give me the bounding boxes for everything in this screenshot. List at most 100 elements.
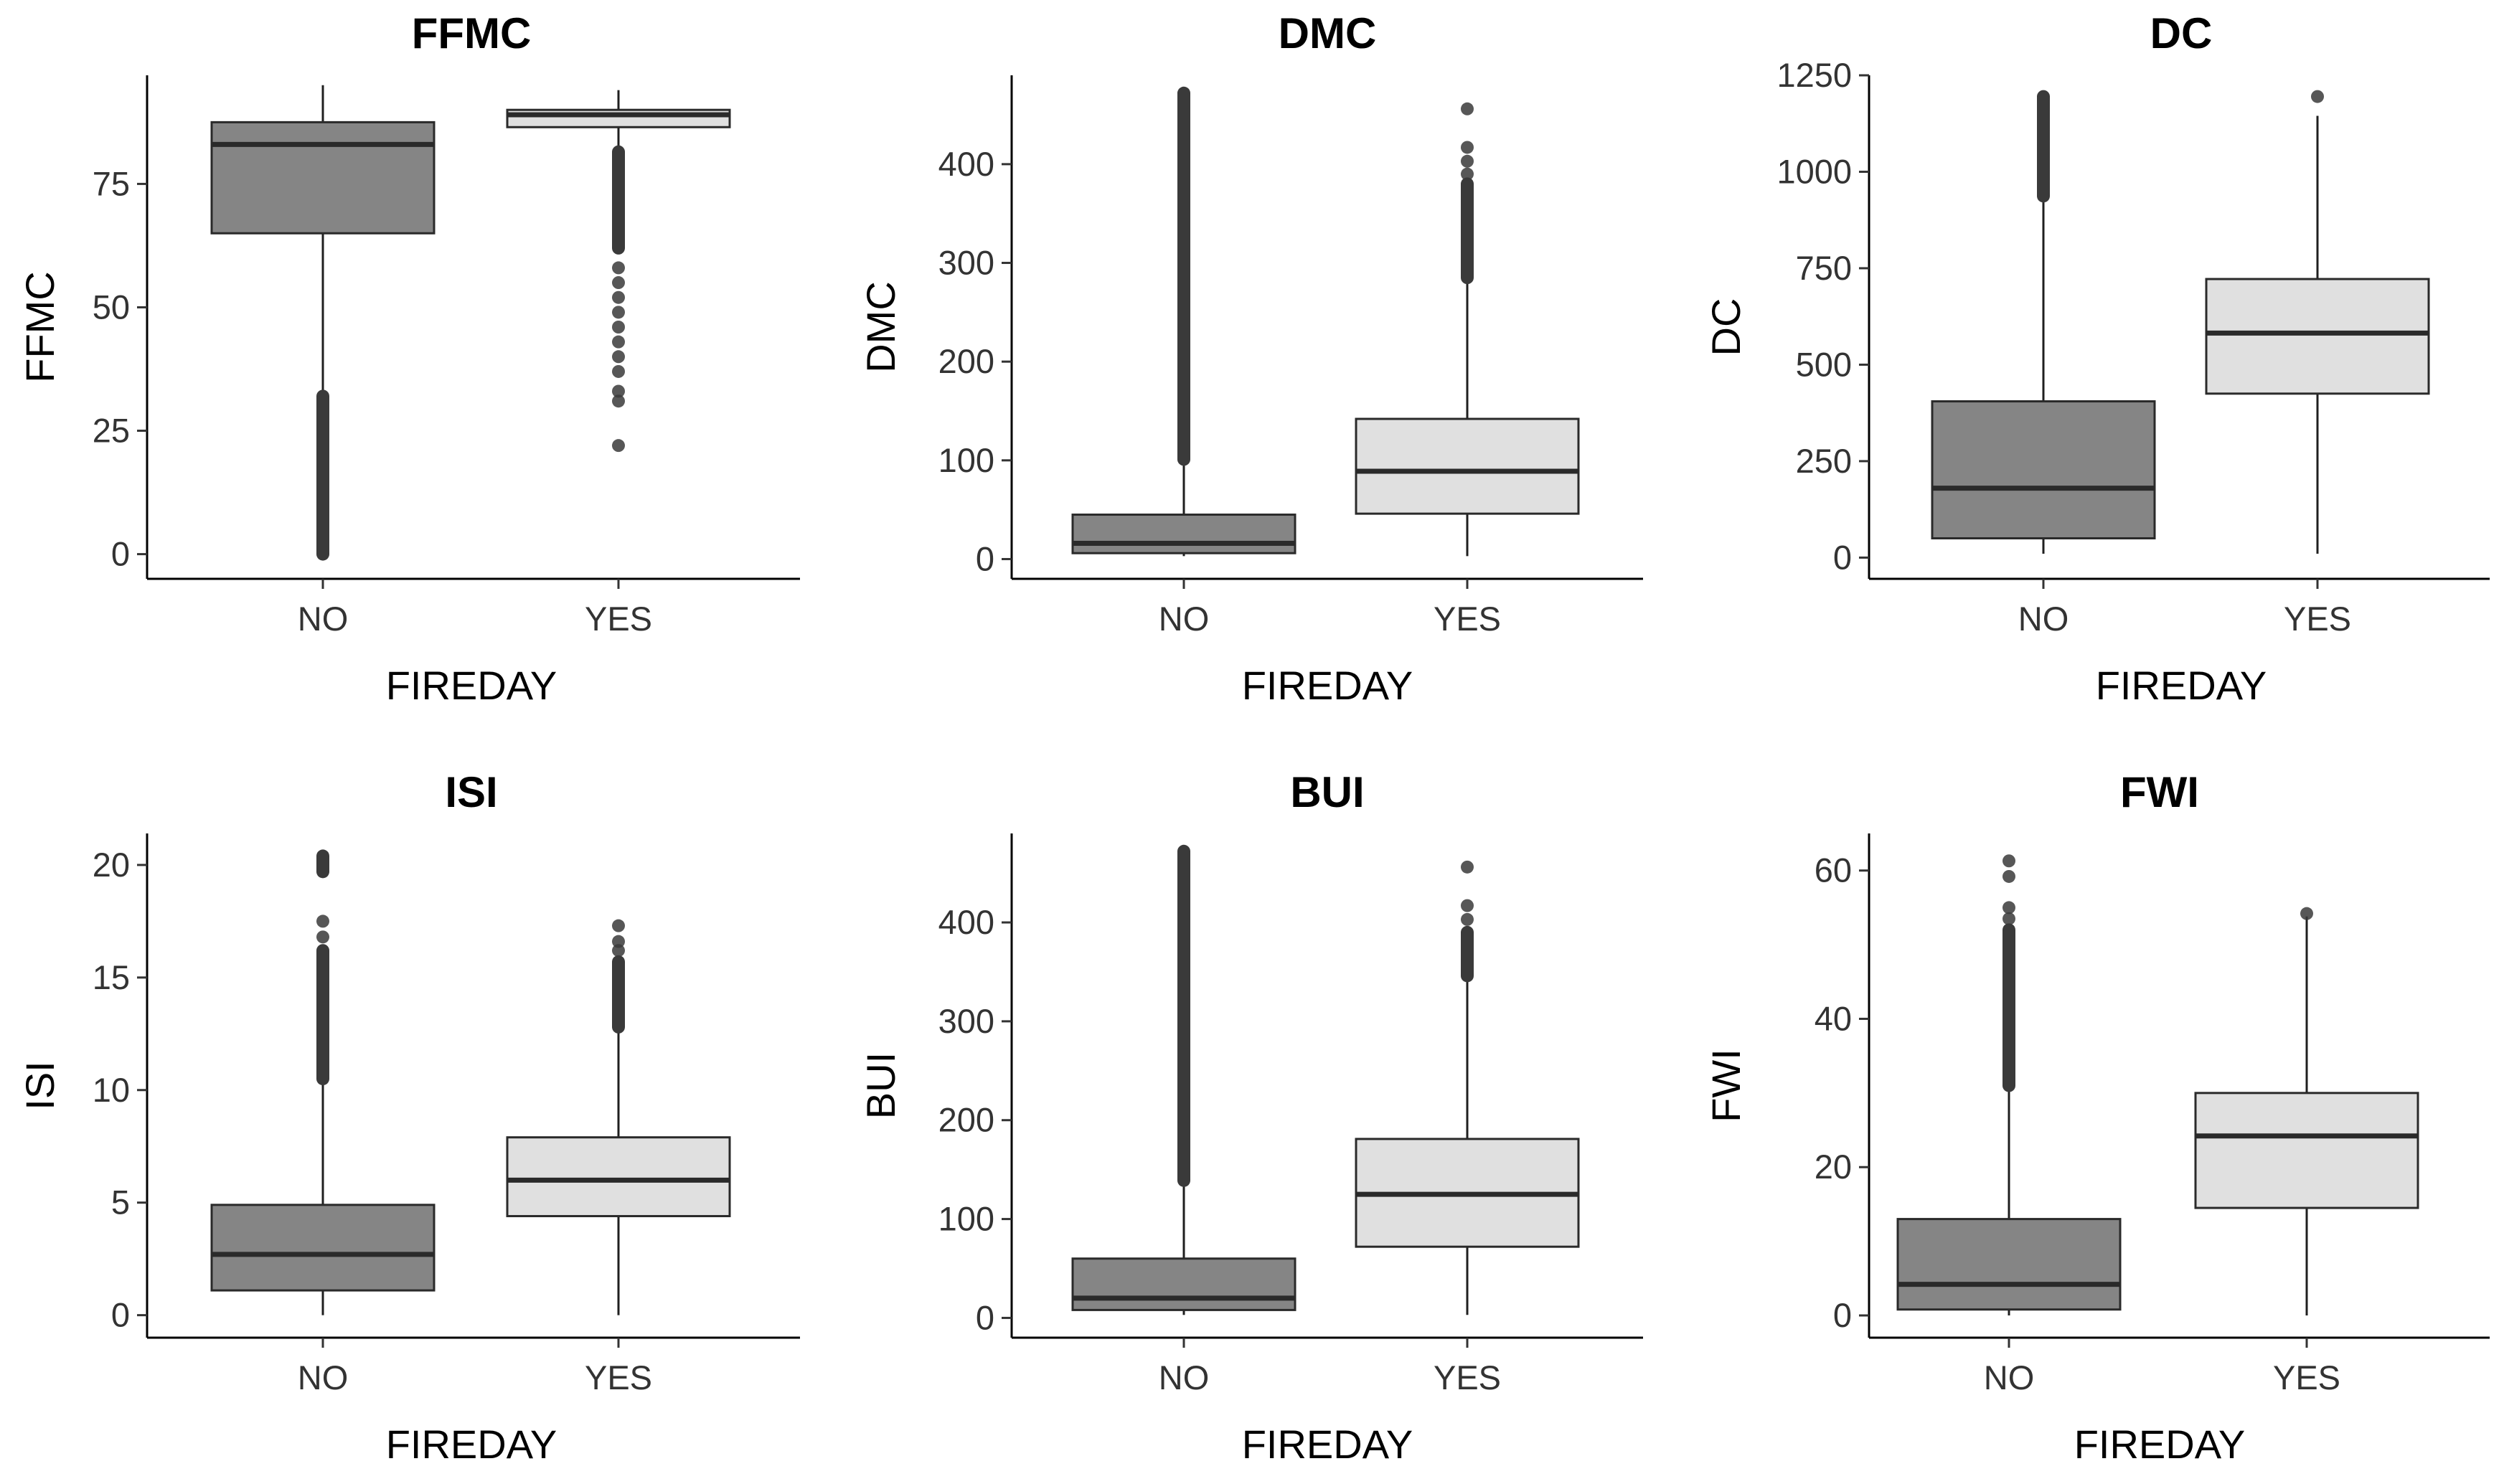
y-axis-title: FWI: [1703, 1049, 1749, 1123]
y-tick-label: 200: [938, 1101, 994, 1139]
chart-title: FWI: [2120, 768, 2199, 816]
iqr-box: [1071, 1257, 1296, 1311]
outlier-point: [612, 944, 625, 958]
y-tick-label: 60: [1815, 851, 1852, 889]
outlier-point: [612, 364, 625, 378]
x-axis-title: FIREDAY: [386, 663, 557, 708]
y-tick-label: 400: [938, 903, 994, 941]
y-tick-label: 300: [938, 1002, 994, 1040]
iqr-box: [210, 1204, 436, 1292]
y-tick-label: 0: [111, 535, 130, 573]
outlier-point: [612, 335, 625, 349]
y-tick-label: 100: [938, 1200, 994, 1238]
box-no: [1931, 90, 2156, 554]
outlier-point: [612, 290, 625, 304]
box-yes: [2205, 90, 2430, 554]
outlier-point: [612, 439, 625, 453]
y-axis-title: DMC: [858, 281, 903, 373]
outlier-point: [2003, 901, 2015, 914]
x-axis-title: FIREDAY: [1242, 1422, 1413, 1467]
outlier-cluster: [612, 145, 625, 255]
outlier-cluster: [2003, 923, 2015, 1092]
outlier-point: [1461, 899, 1474, 912]
y-tick-label: 10: [93, 1071, 130, 1109]
outlier-point: [2311, 90, 2324, 103]
panel-isi: ISI 0 5 10 15 20 NO YES FIREDAY ISI: [17, 768, 800, 1467]
outlier-cluster: [612, 955, 625, 1034]
chart-title: BUI: [1290, 768, 1364, 816]
y-tick-label: 0: [111, 1296, 130, 1334]
outlier-cluster: [2037, 90, 2050, 203]
box-no: [1071, 86, 1296, 557]
outlier-point: [612, 321, 625, 334]
iqr-box: [1071, 514, 1296, 554]
y-tick-label: 300: [938, 244, 994, 282]
box-yes: [506, 919, 731, 1315]
y-tick-label: 5: [111, 1183, 130, 1221]
outlier-cluster: [316, 389, 329, 561]
outlier-point: [1461, 141, 1474, 154]
x-axis-title: FIREDAY: [1242, 663, 1413, 708]
x-axis-title: FIREDAY: [386, 1422, 557, 1467]
panel-ffmc: FFMC 0 25 50 75 NO YES FIREDAY FFMC: [17, 9, 800, 708]
x-tick-label: NO: [2018, 600, 2069, 638]
outlier-point: [1461, 102, 1474, 115]
y-axis-title: FFMC: [17, 271, 62, 383]
y-tick-label: 250: [1796, 442, 1852, 480]
outlier-cluster: [1177, 844, 1190, 1187]
chart-title: FFMC: [412, 9, 532, 57]
outlier-cluster: [316, 944, 329, 1086]
iqr-box: [2194, 1092, 2419, 1209]
outlier-point: [2003, 854, 2015, 868]
x-tick-label: NO: [1159, 1358, 1210, 1396]
box-no: [1071, 844, 1296, 1315]
outlier-point: [612, 384, 625, 398]
outlier-point: [2300, 907, 2313, 920]
y-tick-label: 0: [976, 1298, 994, 1336]
outlier-point: [2003, 912, 2015, 925]
x-tick-label: YES: [585, 600, 652, 638]
iqr-box: [2205, 278, 2430, 395]
y-tick-label: 50: [93, 288, 130, 326]
y-tick-label: 100: [938, 441, 994, 479]
y-tick-label: 0: [976, 539, 994, 577]
x-tick-label: NO: [1984, 1358, 2035, 1396]
iqr-box: [1896, 1218, 2122, 1311]
outlier-point: [2003, 869, 2015, 883]
box-yes: [1355, 102, 1580, 557]
chart-title: DMC: [1279, 9, 1377, 57]
y-tick-label: 1000: [1776, 152, 1852, 190]
outlier-cluster: [1177, 86, 1190, 466]
chart-title: DC: [2150, 9, 2213, 57]
iqr-box: [1355, 417, 1580, 515]
y-tick-label: 0: [1833, 1296, 1852, 1334]
x-tick-label: YES: [1434, 600, 1501, 638]
x-axis-title: FIREDAY: [2096, 663, 2267, 708]
outlier-point: [1461, 167, 1474, 181]
y-axis-title: BUI: [858, 1052, 903, 1119]
chart-title: ISI: [445, 768, 497, 816]
x-tick-label: NO: [298, 600, 349, 638]
iqr-box: [210, 120, 436, 235]
outlier-point: [612, 306, 625, 319]
iqr-box: [1931, 400, 2156, 540]
y-tick-label: 25: [93, 412, 130, 450]
outlier-point: [316, 930, 329, 944]
outlier-point: [612, 919, 625, 932]
y-tick-label: 40: [1815, 999, 1852, 1037]
x-tick-label: NO: [298, 1358, 349, 1396]
y-tick-label: 400: [938, 145, 994, 183]
box-no: [210, 85, 436, 561]
box-no: [210, 849, 436, 1315]
x-tick-label: YES: [2284, 600, 2351, 638]
x-tick-label: YES: [2273, 1358, 2340, 1396]
x-tick-label: YES: [585, 1358, 652, 1396]
y-tick-label: 1250: [1776, 56, 1852, 94]
outlier-point: [612, 276, 625, 290]
panel-fwi: FWI 0 20 40 60 NO YES FIREDAY FWI: [1703, 768, 2490, 1467]
panel-dc: DC 0 250 500 750 1000 1250 NO YES FIREDAY DC: [1703, 9, 2490, 708]
outlier-point: [612, 935, 625, 948]
y-tick-label: 20: [93, 846, 130, 884]
outlier-cluster: [1461, 177, 1474, 285]
